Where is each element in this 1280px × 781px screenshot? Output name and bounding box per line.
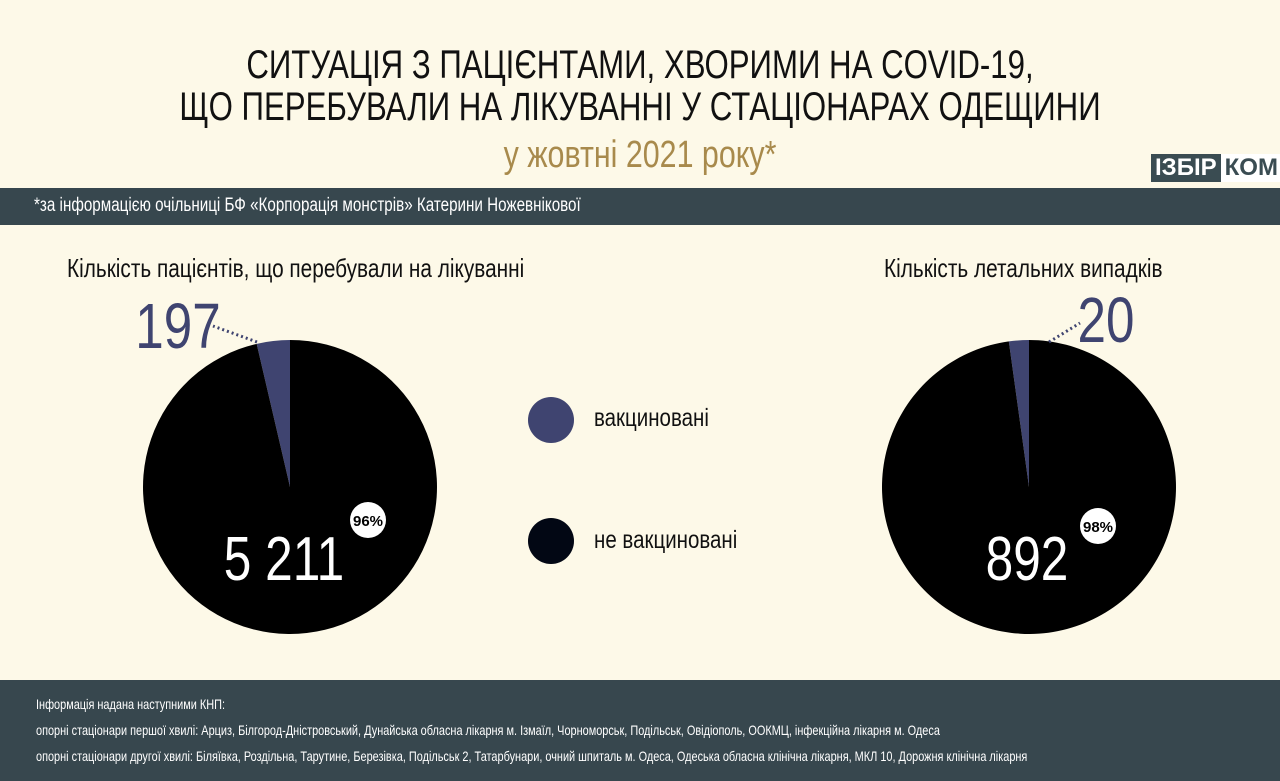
source-note: *за інформацією очільниці БФ «Корпорація… — [34, 195, 581, 216]
pie-patients-label-vaccinated: 197 — [135, 292, 220, 363]
chart-title-deaths: Кількість летальних випадків — [884, 253, 1163, 283]
page-title: СИТУАЦІЯ З ПАЦІЄНТАМИ, ХВОРИМИ НА COVID-… — [141, 44, 1139, 128]
pie-patients-slice-vaccinated — [256, 340, 290, 487]
pie-deaths-label-vaccinated: 20 — [1078, 286, 1135, 357]
page-subtitle: у жовтні 2021 року* — [503, 134, 777, 176]
pie-deaths-percent-label: 98% — [1083, 519, 1113, 536]
chart-title-patients: Кількість пацієнтів, що перебували на лі… — [67, 253, 525, 283]
legend-swatch-vaccinated — [528, 397, 574, 443]
pie-patients-label-unvaccinated: 5 211 — [224, 524, 344, 594]
footer-band: Інформація надана наступними КНП: опорні… — [0, 680, 1280, 781]
footer-line-1: Інформація надана наступними КНП: — [36, 696, 226, 712]
legend-label-unvaccinated: не вакциновані — [594, 526, 738, 554]
title-line-2: ЩО ПЕРЕБУВАЛИ НА ЛІКУВАННІ У СТАЦІОНАРАХ… — [179, 85, 1101, 129]
logo-part-1: ІЗБІР — [1151, 154, 1221, 182]
pie-deaths-label-unvaccinated: 892 — [986, 524, 1069, 594]
pie-patients-percent-label: 96% — [353, 513, 383, 530]
title-line-1: СИТУАЦІЯ З ПАЦІЄНТАМИ, ХВОРИМИ НА COVID-… — [246, 43, 1034, 87]
legend-swatch-unvaccinated — [528, 518, 574, 564]
logo: ІЗБІР КОМ — [1151, 154, 1280, 182]
pie-deaths-slice-unvaccinated — [881, 340, 1176, 635]
logo-part-2: КОМ — [1220, 154, 1280, 182]
source-band: *за інформацією очільниці БФ «Корпорація… — [0, 188, 1280, 225]
legend-label-vaccinated: вакциновані — [594, 404, 709, 432]
pie-deaths-leader-line — [1048, 321, 1081, 344]
footer-line-3: опорні стаціонари другої хвилі: Біляївка… — [36, 748, 1028, 764]
pie-deaths-percent-badge — [1080, 508, 1116, 544]
pie-patients-slice-unvaccinated — [142, 339, 437, 635]
pie-deaths-slice-vaccinated — [1008, 340, 1029, 487]
footer-line-2: опорні стаціонари першої хвилі: Арциз, Б… — [36, 722, 940, 738]
pie-patients-percent-badge — [350, 502, 386, 538]
